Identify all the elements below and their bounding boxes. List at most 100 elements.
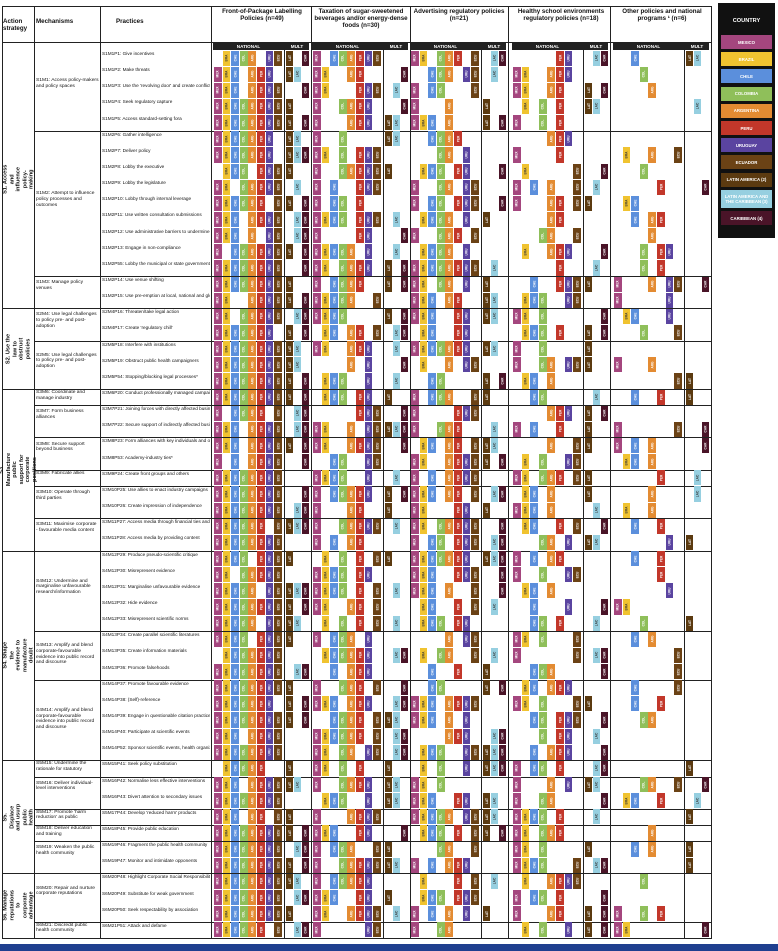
country-code: URU (566, 296, 571, 304)
mult-cell-car: CAR (301, 712, 309, 728)
country-code: CHE (233, 652, 238, 659)
mult-code: LAT (586, 474, 591, 481)
country-code: COL (241, 490, 246, 498)
country-code: PER (455, 458, 460, 465)
mult-code: CAR (602, 861, 607, 869)
mult-code: CAR (500, 119, 505, 127)
country-cell-arg: ARG (248, 98, 257, 115)
country-code: COL (340, 135, 345, 143)
practice-label: S3M11P27: Access media through financial… (102, 519, 210, 525)
country-code: URU (366, 119, 371, 127)
country-cell-mex: MEX (214, 518, 222, 534)
strategy-text: S2. Use the law to obstruct policies (5, 333, 32, 364)
mult-cell-lat: LAT (585, 470, 592, 486)
policy-divider (711, 6, 712, 938)
country-cell-che: CHE (530, 664, 538, 680)
country-code: MEX (514, 151, 519, 159)
country-code: COL (340, 377, 345, 385)
country-code: COL (540, 103, 545, 110)
country-code: ARG (650, 86, 655, 94)
country-cell-mex: MEX (313, 825, 321, 841)
mechanism-divider (34, 340, 712, 342)
country-cell-col: COL (436, 518, 445, 534)
country-cell-che: CHE (231, 324, 239, 341)
country-cell-che: CHE (530, 276, 538, 292)
country-code: ARG (250, 377, 255, 385)
country-cell-che: CHE (231, 115, 239, 131)
country-cell-mex: MEX (411, 696, 419, 712)
practice-label: S1M1P1: Give incentives (102, 51, 155, 56)
country-code: PER (258, 555, 263, 562)
mult-cell-lat: LAT (483, 373, 490, 389)
mult-cell-car: CAR (400, 405, 408, 421)
country-cell-arg: ARG (547, 906, 556, 922)
country-code: BRA (224, 587, 229, 595)
country-code: MEX (412, 490, 417, 498)
country-cell-che: CHE (330, 631, 338, 647)
country-code: MEX (215, 345, 220, 353)
mult-code: LAT (586, 410, 591, 417)
country-code: MEX (215, 506, 220, 514)
country-cell-ecu: ECU (274, 405, 282, 421)
mult-code: CAR (703, 183, 708, 191)
country-cell-ecu: ECU (573, 276, 581, 292)
country-code: URU (566, 458, 571, 466)
nat-mult-divider (583, 43, 584, 938)
header-mechanisms: Mechanisms (36, 18, 74, 25)
country-code: MEX (215, 668, 220, 676)
mult-cell-car: CAR (400, 647, 408, 664)
country-cell-ecu: ECU (573, 567, 581, 583)
country-code: MEX (412, 538, 417, 546)
country-cell-col: COL (538, 825, 547, 841)
country-cell-che: CHE (631, 793, 639, 809)
country-code: PER (258, 296, 263, 304)
country-cell-che: CHE (530, 486, 538, 502)
country-code: CHE (332, 571, 337, 579)
country-cell-mex: MEX (214, 341, 222, 357)
mult-cell-lac: LAC (293, 405, 301, 421)
country-code: CHE (332, 377, 337, 385)
country-cell-per: PER (356, 260, 364, 276)
country-cell-arg: ARG (248, 308, 257, 324)
country-cell-mex: MEX (313, 115, 321, 131)
mult-code: LAT (287, 55, 292, 62)
country-code: CHE (633, 458, 638, 466)
country-code: CHE (233, 878, 238, 885)
country-cell-col: COL (338, 841, 347, 857)
country-cell-ecu: ECU (471, 841, 479, 857)
mult-cell-car: CAR (600, 890, 608, 906)
mechanism-divider (34, 841, 712, 842)
country-cell-che: CHE (631, 389, 639, 405)
country-code: URU (366, 878, 371, 885)
country-cell-col: COL (538, 615, 547, 631)
mult-cell-lac: LAC (392, 131, 400, 147)
country-code: ECU (276, 813, 281, 821)
mult-code: LAT (687, 394, 692, 401)
country-code: COL (641, 716, 646, 724)
mult-cell-lat: LAT (286, 583, 293, 599)
country-code: ARG (447, 151, 452, 159)
country-code: MEX (215, 619, 220, 627)
mult-cell-lat: LAT (585, 276, 592, 292)
mult-cell-car: CAR (301, 454, 309, 470)
country-code: CHE (532, 393, 537, 401)
country-code: CHE (532, 861, 537, 869)
country-cell-arg: ARG (648, 712, 657, 728)
country-cell-uru: URU (462, 211, 471, 228)
country-cell-mex: MEX (214, 131, 222, 147)
country-cell-per: PER (356, 664, 364, 680)
country-cell-per: PER (454, 793, 462, 809)
country-cell-che: CHE (428, 324, 436, 341)
country-code: ECU (276, 635, 281, 643)
mult-cell-lac: LAC (592, 647, 600, 664)
country-cell-uru: URU (265, 437, 274, 454)
mult-code: CAR (303, 587, 308, 595)
country-cell-per: PER (356, 195, 364, 211)
mult-code: CAR (602, 86, 607, 94)
country-code: BRA (421, 329, 426, 336)
country-cell-mex: MEX (313, 502, 321, 518)
country-code: ARG (650, 280, 655, 288)
country-code: PER (357, 216, 362, 223)
country-code: MEX (615, 296, 620, 304)
country-cell-uru: URU (462, 324, 471, 341)
